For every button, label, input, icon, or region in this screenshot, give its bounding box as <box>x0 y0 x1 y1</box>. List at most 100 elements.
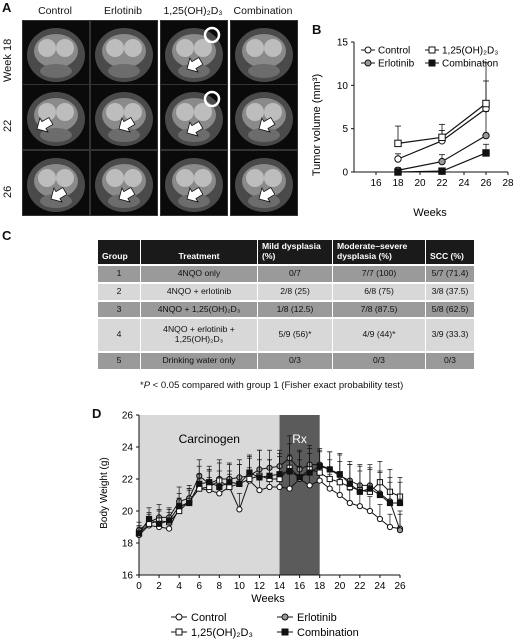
table-cell: 0/3 <box>426 353 474 369</box>
table-cell: 5 <box>98 353 140 369</box>
chart-d-point <box>326 466 333 473</box>
panel-b-letter: B <box>312 22 322 37</box>
mri-scan-graphic <box>165 90 223 146</box>
table-header-scc: SCC (%) <box>426 240 474 264</box>
chart-b-xtick-label: 16 <box>370 178 382 189</box>
table-footnote: *P < 0.05 compared with group 1 (Fisher … <box>140 380 404 391</box>
chart-d-point <box>346 480 353 487</box>
chart-d-ytick-label: 20 <box>122 507 134 518</box>
chart-b-legend-marker <box>364 59 372 67</box>
chart-d-xtick-label: 14 <box>274 581 286 592</box>
table-cell: Drinking water only <box>141 353 257 369</box>
table-row: 2 4NQO + erlotinib 2/8 (25) 6/8 (75) 3/8 (37… <box>98 283 474 300</box>
chart-d-ylabel: Body Weight (g) <box>99 457 110 529</box>
mri-image <box>160 150 228 216</box>
chart-d-point <box>316 463 323 470</box>
table-cell: 3/8 (37.5) <box>426 283 474 300</box>
table-cell: 4NQO + 1,25(OH)₂D₃ <box>141 301 257 318</box>
chart-b-ylabel: Tumor volume (mm³) <box>311 74 323 176</box>
mri-scan-graphic <box>235 158 293 212</box>
table-cell: 5/9 (56)* <box>258 319 332 352</box>
chart-d-legend-marker <box>281 613 289 621</box>
chart-b-point <box>438 157 446 166</box>
table-cell: 0/3 <box>333 353 425 369</box>
mri-image <box>230 20 298 86</box>
chart-b-series <box>394 80 490 163</box>
mri-scan-graphic <box>27 28 85 82</box>
chart-d-ytick-label: 26 <box>122 411 134 422</box>
chart-b-legend-marker <box>428 59 436 67</box>
table-cell: 4NQO + erlotinib + 1,25(OH)₂D₃ <box>141 319 257 352</box>
chart-d-point <box>396 527 404 534</box>
table-cell: 1/8 (12.5) <box>258 301 332 318</box>
chart-d-point <box>186 499 193 507</box>
chart-d-point <box>206 479 213 486</box>
chart-b-series <box>394 143 490 176</box>
chart-d-point <box>356 503 363 510</box>
rx-label: Rx <box>292 432 307 446</box>
chart-b-ytick-label: 0 <box>342 168 348 179</box>
mri-scan-graphic <box>165 158 223 212</box>
table-header-treatment: Treatment <box>141 240 257 264</box>
chart-d-point <box>386 499 394 507</box>
chart-d-xtick-label: 18 <box>314 581 326 592</box>
column-header-erlotinib: Erlotinib <box>104 5 142 17</box>
chart-d-point <box>336 471 343 478</box>
chart-b-xtick-label: 24 <box>458 178 470 189</box>
tumor-arrow-icon <box>118 116 136 133</box>
tumor-arrow-icon <box>186 56 204 73</box>
table-header-group: Group <box>98 240 140 264</box>
mri-image <box>90 150 158 216</box>
chart-d-legend-marker <box>281 628 289 636</box>
mri-image <box>22 20 90 86</box>
mri-scan-graphic <box>27 158 85 212</box>
mri-image <box>160 84 228 150</box>
chart-d-legend-label: 1,25(OH)₂D₃ <box>191 627 253 639</box>
mri-scan-graphic <box>27 92 85 146</box>
chart-d-point <box>276 483 283 491</box>
chart-b-legend-label: 1,25(OH)₂D₃ <box>442 46 498 57</box>
chart-d-point <box>266 472 273 479</box>
chart-d-xtick-label: 24 <box>374 581 386 592</box>
mri-image <box>160 20 228 86</box>
table-cell: 4NQO + erlotinib <box>141 283 257 300</box>
tumor-volume-chart: Tumor volume (mm³) Weeks 0 5 10 15 16 18 20 22 2… <box>311 38 514 220</box>
mri-scan-graphic <box>235 28 293 82</box>
table-row: 4 4NQO + erlotinib + 1,25(OH)₂D₃ 5/9 (56)*… <box>98 319 474 352</box>
mri-image <box>22 84 90 150</box>
mri-image <box>90 20 158 86</box>
carcinogen-label: Carcinogen <box>179 432 240 446</box>
chart-d-point <box>306 469 313 476</box>
chart-d-point <box>246 469 253 476</box>
body-weight-chart: Body Weight (g) Weeks Carcinogen Rx161820… <box>99 411 406 640</box>
chart-d-point <box>326 475 333 483</box>
chart-b-legend-label: Combination <box>442 59 498 70</box>
chart-d-point <box>256 487 263 494</box>
chart-d-point <box>236 480 243 487</box>
chart-d-point <box>326 485 333 492</box>
mri-image <box>22 150 90 216</box>
chart-d-point <box>266 483 273 491</box>
chart-d-legend-label: Erlotinib <box>297 612 337 624</box>
chart-d-xtick-label: 6 <box>196 581 202 592</box>
table-cell: 0/3 <box>258 353 332 369</box>
bright-ring-artifact <box>203 90 221 108</box>
table-cell: 4/9 (44)* <box>333 319 425 352</box>
tumor-arrow-icon <box>186 186 204 203</box>
chart-b-xtick-label: 28 <box>502 178 514 189</box>
chart-d-point <box>166 525 173 532</box>
chart-d-xtick-label: 22 <box>354 581 366 592</box>
tumor-arrow-icon <box>258 116 276 133</box>
table-cell: 2/8 (25) <box>258 283 332 300</box>
table-cell: 5/7 (71.4) <box>426 265 474 282</box>
footnote-text: < 0.05 compared with group 1 (Fisher exa… <box>150 380 404 391</box>
chart-d-xtick-label: 8 <box>217 581 223 592</box>
histology-table: Group Treatment Mild dysplasia (%) Moder… <box>97 238 475 371</box>
mri-scan-graphic <box>95 92 153 146</box>
chart-d-point <box>286 485 293 492</box>
chart-d-point <box>306 482 313 489</box>
chart-d-xtick-label: 2 <box>156 581 162 592</box>
chart-b-xtick-label: 20 <box>414 178 426 189</box>
chart-d-xtick-label: 12 <box>254 581 266 592</box>
table-row: 5 Drinking water only 0/3 0/3 0/3 <box>98 353 474 369</box>
